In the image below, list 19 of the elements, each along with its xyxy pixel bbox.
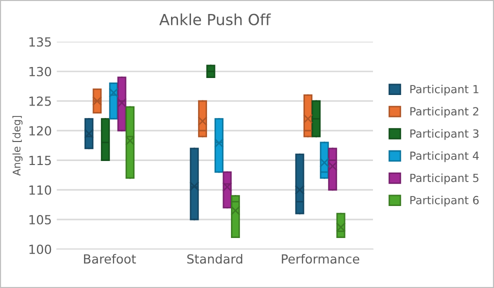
- y-tick-label: 110: [29, 185, 52, 195]
- legend-label: Participant 2: [410, 106, 478, 118]
- y-tick-label: 135: [29, 37, 51, 47]
- x-tick-label: Standard: [187, 254, 242, 264]
- y-tick-label: 115: [29, 156, 51, 166]
- y-axis-title: Angle [deg]: [12, 116, 23, 176]
- legend-label: Participant 5: [410, 174, 478, 184]
- legend-label: Participant 6: [410, 196, 479, 206]
- y-tick-label: 100: [29, 244, 52, 254]
- x-tick-label: Performance: [282, 254, 360, 264]
- chart-title: Ankle Push Off: [159, 13, 271, 26]
- y-tick-label: 105: [29, 214, 51, 224]
- legend-label: Participant 1: [410, 84, 478, 96]
- x-tick-label: Barefoot: [84, 254, 136, 264]
- legend-label: Participant 3: [410, 129, 478, 140]
- y-tick-label: 120: [29, 126, 52, 136]
- y-tick-label: 125: [29, 96, 51, 106]
- legend-label: Participant 4: [410, 151, 479, 162]
- y-tick-label: 130: [29, 66, 52, 76]
